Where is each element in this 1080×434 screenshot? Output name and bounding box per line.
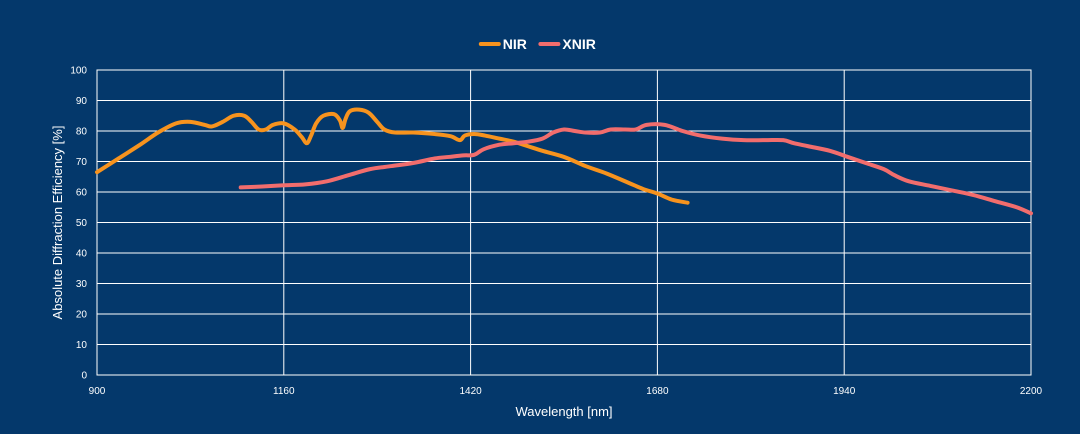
x-tick-label: 1940 (833, 386, 856, 397)
y-tick-label: 70 (76, 157, 88, 168)
x-tick-label: 900 (89, 386, 106, 397)
x-tick-label: 2200 (1020, 386, 1043, 397)
y-tick-label: 10 (76, 340, 88, 351)
legend-item-nir[interactable]: NIR (478, 36, 527, 52)
x-tick-label: 1160 (273, 386, 295, 397)
x-axis-title: Wavelength [nm] (515, 404, 612, 419)
series-layer (95, 107, 1033, 216)
axes: 0 10 20 30 40 50 60 70 80 90 100 900 1160 1420 1680 194… (70, 66, 1042, 398)
legend-label-nir: NIR (503, 36, 527, 52)
y-tick-label: 60 (76, 188, 88, 199)
y-tick-label: 80 (76, 127, 88, 138)
y-axis-title: Absolute Diffraction Efficiency [%] (50, 126, 65, 320)
series-line-xnir (238, 122, 1033, 216)
series-line-nir (95, 107, 690, 205)
y-tick-label: 0 (81, 371, 87, 382)
y-tick-label: 40 (76, 249, 88, 260)
x-tick-label: 1680 (646, 386, 669, 397)
legend-label-xnir: XNIR (562, 36, 595, 52)
legend: NIR XNIR (478, 36, 596, 52)
y-tick-label: 20 (76, 310, 88, 321)
grid (96, 69, 1032, 376)
y-tick-label: 30 (76, 279, 88, 290)
y-tick-label: 90 (76, 96, 88, 107)
y-tick-label: 50 (76, 218, 88, 229)
legend-item-xnir[interactable]: XNIR (538, 36, 596, 52)
x-tick-label: 1420 (459, 386, 482, 397)
y-tick-label: 100 (70, 66, 87, 77)
